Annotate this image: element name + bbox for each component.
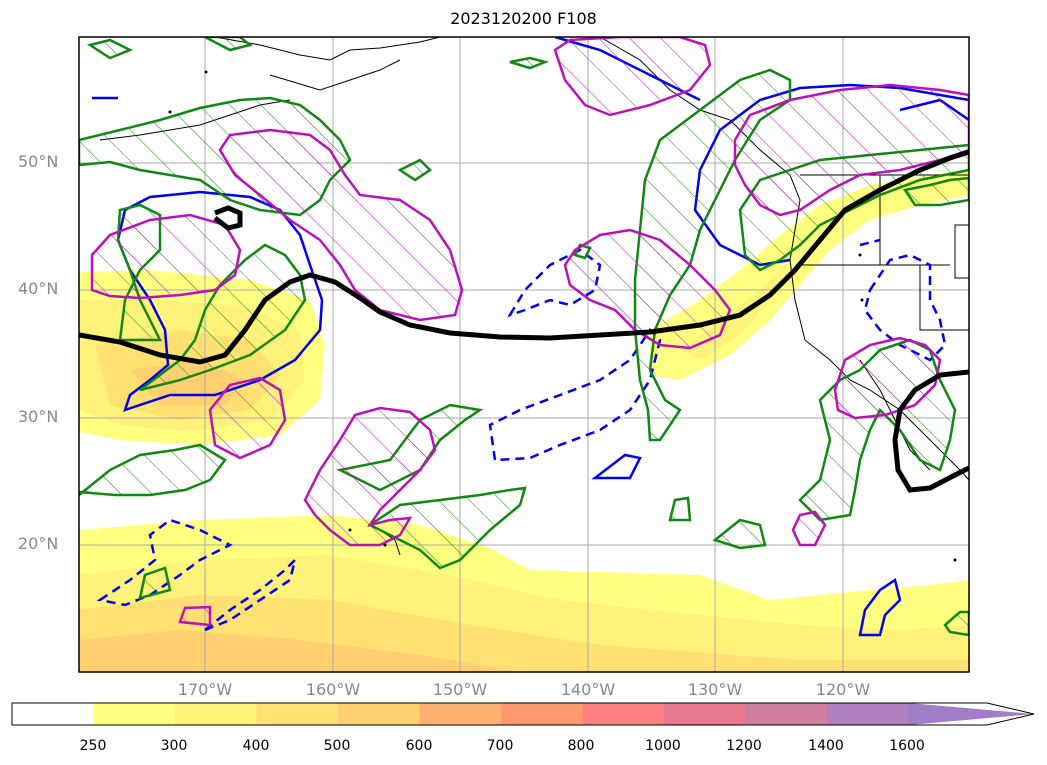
lon-label-160w: 160°W [305,680,361,699]
colorbar-block [827,703,909,725]
colorbar-tick-600: 600 [405,738,433,754]
colorbar-block [419,703,502,725]
colorbar-tick-700: 700 [486,738,514,754]
colorbar-tick-500: 500 [323,738,351,754]
colorbar-block [745,703,828,725]
colorbar-tick-400: 400 [242,738,270,754]
lat-label-40n: 40°N [18,279,59,298]
colorbar-block [256,703,339,725]
colorbar-block [582,703,665,725]
colorbar-tick-1000: 1000 [645,738,681,754]
islands [168,70,957,562]
lon-label-140w: 140°W [560,680,616,699]
colorbar-block [175,703,257,725]
map-title: 2023120200 F108 [450,9,597,28]
lon-label-150w: 150°W [432,680,488,699]
colorbar-outline [11,702,1035,726]
colorbar-tick-1400: 1400 [808,738,844,754]
lat-label-20n: 20°N [18,534,59,553]
magenta-hatched-contours [90,37,969,627]
lat-label-50n: 50°N [18,152,59,171]
colorbar-tick-300: 300 [160,738,188,754]
map-frame [78,36,970,673]
colorbar-tick-800: 800 [567,738,595,754]
colorbar-tick-250: 250 [79,738,107,754]
colorbar-block [338,703,420,725]
colorbar-tick-1200: 1200 [726,738,762,754]
colorbar-block [93,703,176,725]
lon-label-120w: 120°W [815,680,871,699]
colorbar [11,702,1035,726]
colorbar-extend-arrow [908,703,1034,725]
colorbar-block [12,703,94,725]
lat-label-30n: 30°N [18,407,59,426]
lon-label-170w: 170°W [177,680,233,699]
colorbar-block [664,703,746,725]
map-area [79,37,969,672]
lon-label-130w: 130°W [687,680,743,699]
colorbar-block [501,703,583,725]
colorbar-tick-1600: 1600 [889,738,925,754]
jet-contours [79,149,969,493]
